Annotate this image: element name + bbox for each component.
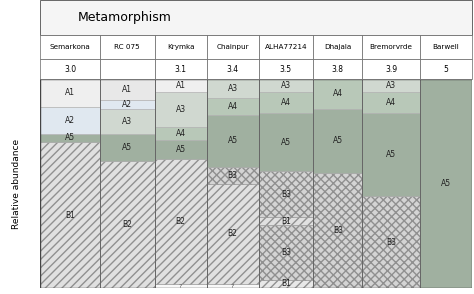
Text: B3: B3 [386,238,396,247]
Text: A4: A4 [228,102,237,111]
Bar [155,79,207,288]
Text: A5: A5 [228,136,237,146]
Bar [155,284,207,288]
Bar [100,161,155,288]
Bar [363,92,419,113]
Bar [207,98,258,115]
Text: B3: B3 [281,248,291,257]
Text: Metamorphism: Metamorphism [78,11,172,24]
Text: A4: A4 [333,89,343,98]
Bar [258,113,313,171]
Text: A3: A3 [386,81,396,90]
Bar [207,115,258,167]
Text: A4: A4 [281,98,291,107]
Text: A4: A4 [175,129,186,138]
Bar [100,100,155,108]
Text: A5: A5 [122,143,132,152]
Bar [258,92,313,113]
Text: B3: B3 [333,226,343,235]
Text: A3: A3 [175,105,186,114]
Bar [258,79,313,92]
Text: ?: ? [231,283,234,288]
Text: Chainpur: Chainpur [216,44,249,50]
Bar [258,171,313,217]
Text: B1: B1 [281,279,291,288]
Text: ?: ? [179,283,182,288]
Text: 3.1: 3.1 [174,65,187,74]
Bar [258,79,313,288]
Bar [207,284,258,288]
Text: A5: A5 [333,136,343,146]
Text: Barwell: Barwell [432,44,459,50]
Text: 5: 5 [443,65,448,74]
Text: A5: A5 [175,145,186,154]
Text: A5: A5 [65,133,75,142]
Bar [258,225,313,280]
Bar [313,79,363,108]
Text: B1: B1 [65,211,75,220]
Text: B3: B3 [281,190,291,199]
Text: B2: B2 [122,220,132,229]
Bar [40,142,100,288]
Text: A3: A3 [228,84,237,93]
Bar [363,79,419,288]
Bar [258,217,313,225]
Text: B2: B2 [176,217,185,226]
Text: Semarkona: Semarkona [50,44,91,50]
Bar [100,79,155,100]
Text: Relative abundance: Relative abundance [12,139,21,229]
Text: A1: A1 [65,88,75,97]
Bar [258,280,313,288]
Bar [313,173,363,288]
Bar [155,92,207,127]
Bar [40,79,100,106]
Text: Dhajala: Dhajala [324,44,351,50]
Bar [155,127,207,140]
Bar [313,79,363,288]
Text: A5: A5 [441,179,451,188]
Bar [100,79,155,288]
Text: 3.0: 3.0 [64,65,76,74]
Bar [207,79,258,98]
Text: A3: A3 [281,81,291,90]
Bar [40,79,100,288]
Bar [155,159,207,284]
Bar [40,134,100,142]
Bar [363,196,419,288]
Bar [419,79,472,288]
Text: A2: A2 [65,116,75,125]
Bar [100,134,155,161]
Text: B2: B2 [228,229,237,238]
Bar [363,113,419,196]
Text: RC 075: RC 075 [114,44,140,50]
Text: A3: A3 [122,117,132,126]
Text: A4: A4 [386,98,396,107]
Text: 3.9: 3.9 [385,65,397,74]
Bar [363,79,419,92]
Text: ALHA77214: ALHA77214 [264,44,307,50]
Bar [155,140,207,159]
Text: A5: A5 [281,138,291,146]
Bar [155,79,207,92]
Text: Krymka: Krymka [167,44,194,50]
Bar [207,167,258,184]
Text: 3.5: 3.5 [280,65,292,74]
Text: A2: A2 [122,100,132,109]
Text: A5: A5 [386,150,396,159]
Text: A1: A1 [122,85,132,94]
Text: A1: A1 [175,81,186,90]
Bar [100,108,155,134]
Bar [207,79,258,288]
Bar [419,79,472,288]
Bar [40,106,100,134]
Text: B1: B1 [281,217,291,226]
Text: 3.4: 3.4 [227,65,238,74]
Bar [207,184,258,284]
Text: B3: B3 [228,171,237,180]
Text: Bremorvrde: Bremorvrde [370,44,412,50]
Text: 3.8: 3.8 [332,65,344,74]
Bar [313,108,363,173]
